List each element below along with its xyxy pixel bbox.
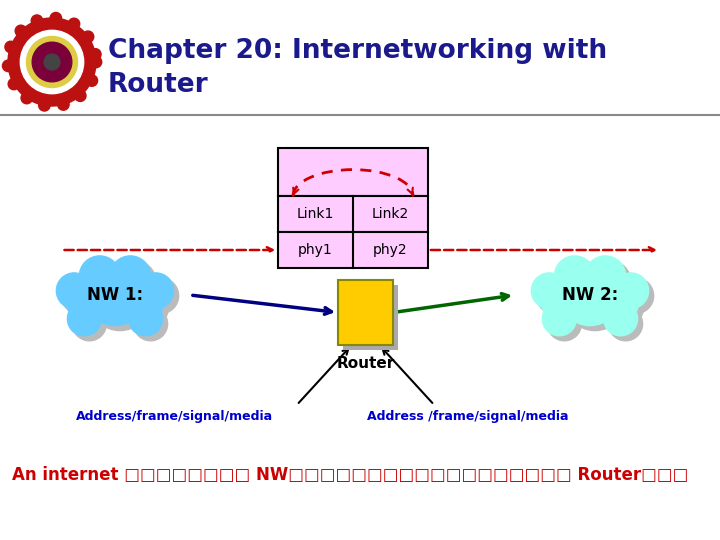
Circle shape [8,78,19,90]
Text: Router: Router [336,355,395,370]
Circle shape [603,302,638,336]
Circle shape [138,273,174,308]
Text: Address/frame/signal/media: Address/frame/signal/media [76,410,274,423]
Circle shape [590,261,631,302]
Circle shape [613,273,649,308]
Circle shape [593,279,639,325]
Text: phy2: phy2 [373,243,408,257]
Circle shape [547,307,582,341]
Circle shape [542,302,577,336]
Circle shape [585,256,626,296]
Circle shape [546,284,593,330]
Circle shape [75,90,86,102]
Circle shape [27,37,78,87]
Circle shape [82,31,94,43]
Circle shape [32,42,72,82]
Circle shape [129,302,163,336]
Circle shape [117,279,163,325]
Circle shape [608,307,643,341]
Bar [278,232,428,268]
Circle shape [84,265,145,326]
Bar [278,196,428,232]
Bar [278,148,428,196]
Text: NW 1:: NW 1: [87,286,143,304]
Bar [338,280,393,345]
Circle shape [536,278,572,314]
Circle shape [68,302,102,336]
Circle shape [15,25,27,37]
Circle shape [143,278,179,314]
Circle shape [66,279,112,325]
Text: phy1: phy1 [297,243,333,257]
Text: Link2: Link2 [372,207,409,221]
Circle shape [618,278,654,314]
Text: Router: Router [108,72,209,98]
Circle shape [2,60,14,72]
Circle shape [564,269,626,330]
Circle shape [115,261,156,302]
Circle shape [50,12,61,24]
Circle shape [39,99,50,111]
Text: Chapter 20: Internetworking with: Chapter 20: Internetworking with [108,38,607,64]
Circle shape [5,41,17,53]
Text: An internet □□□□□□□□ NW□□□□□□□□□□□□□□□□□□ Router□□□: An internet □□□□□□□□ NW□□□□□□□□□□□□□□□□□… [12,466,688,484]
Circle shape [21,92,32,104]
Circle shape [61,278,97,314]
Bar [343,285,398,350]
Circle shape [58,99,69,110]
Circle shape [8,18,96,106]
Circle shape [554,256,595,296]
Circle shape [90,56,102,68]
Circle shape [79,256,120,296]
Circle shape [71,284,117,330]
Circle shape [44,54,60,70]
Circle shape [20,30,84,93]
Circle shape [89,49,101,60]
Circle shape [134,307,168,341]
Text: NW 2:: NW 2: [562,286,618,304]
Text: Address /frame/signal/media: Address /frame/signal/media [367,410,569,423]
Circle shape [73,307,107,341]
Circle shape [86,75,98,86]
Circle shape [89,269,150,330]
Circle shape [84,261,125,302]
Circle shape [110,256,150,296]
Circle shape [56,273,92,308]
Circle shape [541,279,588,325]
Circle shape [531,273,567,308]
Circle shape [559,261,600,302]
Circle shape [68,18,80,30]
Text: Link1: Link1 [297,207,333,221]
Circle shape [559,265,621,326]
Circle shape [122,284,168,330]
Circle shape [31,15,42,26]
Circle shape [598,284,644,330]
